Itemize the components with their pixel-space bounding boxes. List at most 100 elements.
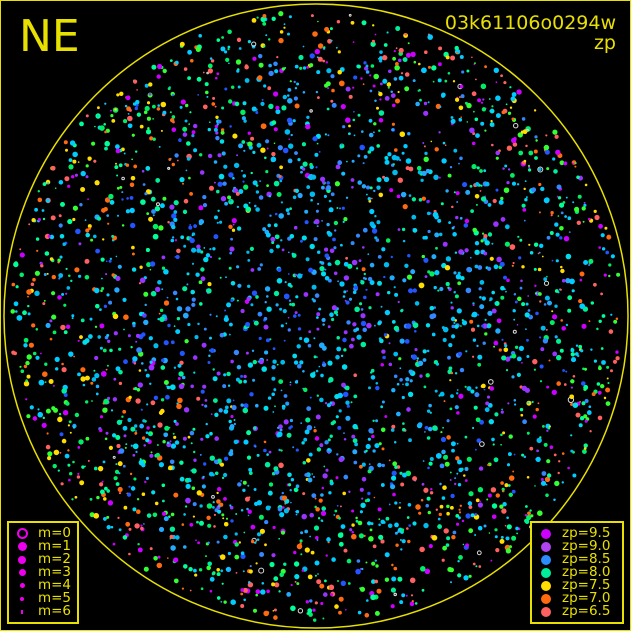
star-marker [303,292,309,297]
star-marker [174,578,179,584]
star-marker [298,55,304,60]
star-marker [16,315,23,321]
star-marker [524,519,530,524]
star-marker [126,197,129,200]
star-marker [131,267,137,272]
star-marker [180,235,185,240]
star-marker [368,118,373,123]
star-marker [445,282,450,286]
star-marker [106,489,110,493]
star-marker [412,288,417,293]
star-marker [201,342,207,348]
star-marker [331,102,337,108]
star-marker [95,248,100,254]
star-marker [287,212,290,216]
star-marker [199,170,205,175]
star-marker [255,562,258,565]
star-marker [228,62,230,65]
star-marker [127,334,131,338]
star-marker [32,277,36,282]
star-marker [64,453,70,459]
star-marker [158,410,164,415]
star-marker [333,514,336,516]
star-marker [543,144,550,151]
star-marker [46,432,49,435]
star-marker [368,536,374,542]
star-marker [132,507,137,512]
star-marker [260,147,266,153]
star-marker [521,453,525,457]
star-marker [398,48,404,53]
star-marker [281,495,288,501]
star-marker [293,96,298,101]
star-marker [231,218,237,224]
frame-id: 03k61106o0294w [444,12,616,34]
star-marker [608,263,612,267]
star-marker [188,479,192,483]
star-marker [370,371,373,374]
star-marker [560,211,564,215]
star-marker [450,316,456,322]
star-marker [447,72,451,75]
zp-color-swatch-icon [538,593,554,604]
star-marker [352,41,355,43]
star-marker [321,271,326,277]
star-marker [247,362,254,368]
star-marker [402,427,406,432]
star-marker [479,280,485,285]
star-marker [208,354,211,357]
star-marker [280,449,283,452]
star-marker [271,241,275,245]
star-marker [458,117,461,120]
star-marker [469,127,475,133]
star-marker [112,433,117,438]
star-marker [328,584,335,590]
star-marker [254,541,257,544]
star-marker [290,133,293,137]
star-marker [396,411,401,417]
star-marker [360,502,366,508]
star-marker [60,482,64,486]
star-marker [133,164,137,169]
star-marker [287,251,290,254]
star-marker [226,302,232,308]
star-marker [252,359,257,365]
star-marker [440,431,443,434]
star-marker [152,233,159,240]
star-marker [324,253,329,258]
star-marker [117,461,123,467]
star-marker [488,532,491,534]
star-marker [134,387,138,391]
star-marker [107,500,113,506]
star-marker [383,176,390,183]
star-marker [201,484,206,489]
star-marker [442,426,444,429]
star-marker [63,140,68,145]
star-marker [162,499,165,503]
star-marker [340,505,342,508]
star-marker [480,196,487,202]
star-marker [103,123,106,126]
star-marker [370,594,376,601]
star-marker [309,535,311,538]
star-marker [182,436,187,441]
star-marker [171,224,176,230]
star-marker [313,337,316,340]
star-marker [350,21,355,25]
star-marker [390,93,396,98]
star-marker [372,449,376,453]
star-marker [544,149,550,155]
star-marker [570,348,575,353]
star-marker [273,576,279,582]
star-marker [273,615,278,620]
star-marker [131,245,135,250]
star-marker [324,441,328,444]
star-marker [399,338,405,344]
star-marker [272,610,275,612]
star-marker [475,182,480,187]
star-marker [116,186,120,190]
star-marker [219,502,224,507]
star-marker [15,285,19,289]
star-marker [506,278,510,283]
